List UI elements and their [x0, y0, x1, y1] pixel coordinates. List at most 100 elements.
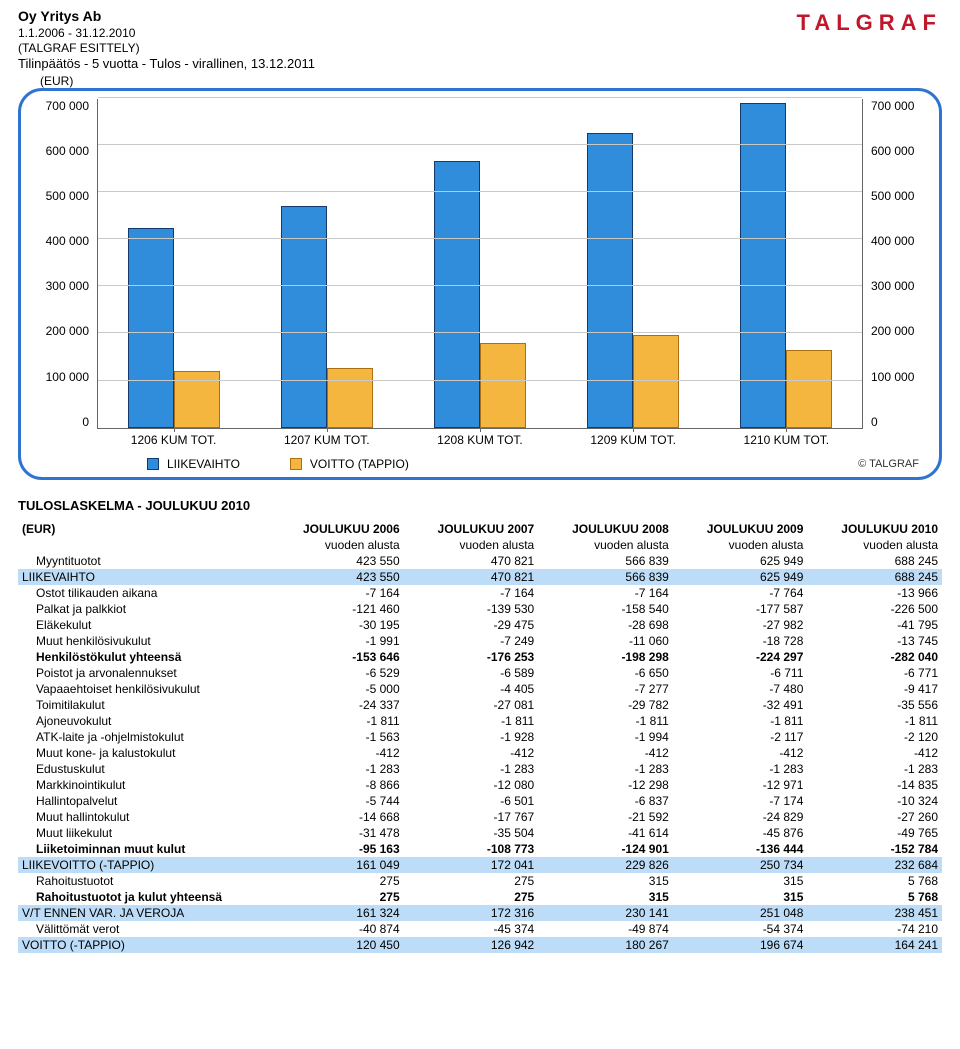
cell-value: -24 337	[269, 697, 404, 713]
cell-value: -45 374	[404, 921, 539, 937]
gridline	[98, 285, 862, 286]
cell-value: -12 080	[404, 777, 539, 793]
row-label: VOITTO (-TAPPIO)	[18, 937, 269, 953]
cell-value: 275	[269, 873, 404, 889]
table-row: Markkinointikulut-8 866-12 080-12 298-12…	[18, 777, 942, 793]
cell-value: 161 324	[269, 905, 404, 921]
y-tick-label: 200 000	[871, 324, 933, 338]
table-row: Henkilöstökulut yhteensä-153 646-176 253…	[18, 649, 942, 665]
cell-value: -176 253	[404, 649, 539, 665]
row-label: V/T ENNEN VAR. JA VEROJA	[18, 905, 269, 921]
y-tick-label: 500 000	[871, 189, 933, 203]
legend-label: LIIKEVAIHTO	[167, 457, 240, 471]
cell-value: -6 711	[673, 665, 808, 681]
x-axis-labels: 1206 KUM TOT.1207 KUM TOT.1208 KUM TOT.1…	[97, 433, 863, 447]
cell-value: 172 316	[404, 905, 539, 921]
row-label: Muut liikekulut	[18, 825, 269, 841]
cell-value: 625 949	[673, 569, 808, 585]
cell-value: -7 174	[673, 793, 808, 809]
talgraf-logo: TALGRAF	[797, 8, 942, 36]
cell-value: -6 529	[269, 665, 404, 681]
cell-value: 229 826	[538, 857, 673, 873]
table-row: Hallintopalvelut-5 744-6 501-6 837-7 174…	[18, 793, 942, 809]
chart-grid: 700 000600 000500 000400 000300 000200 0…	[27, 99, 933, 429]
cell-value: -31 478	[269, 825, 404, 841]
col-subheader: vuoden alusta	[404, 537, 539, 553]
table-row: Palkat ja palkkiot-121 460-139 530-158 5…	[18, 601, 942, 617]
cell-value: -412	[404, 745, 539, 761]
x-tick-label: 1207 KUM TOT.	[258, 433, 396, 447]
cell-value: 161 049	[269, 857, 404, 873]
table-row: Rahoitustuotot2752753153155 768	[18, 873, 942, 889]
cell-value: -7 764	[673, 585, 808, 601]
cell-value: 470 821	[404, 569, 539, 585]
cell-value: 315	[538, 873, 673, 889]
row-label: Muut henkilösivukulut	[18, 633, 269, 649]
cell-value: -32 491	[673, 697, 808, 713]
cell-value: -12 298	[538, 777, 673, 793]
table-row: Välittömät verot-40 874-45 374-49 874-54…	[18, 921, 942, 937]
col-subheader: vuoden alusta	[269, 537, 404, 553]
cell-value: -6 501	[404, 793, 539, 809]
cell-value: -282 040	[807, 649, 942, 665]
table-row: VOITTO (-TAPPIO)120 450126 942180 267196…	[18, 937, 942, 953]
cell-value: -2 120	[807, 729, 942, 745]
row-label: LIIKEVAIHTO	[18, 569, 269, 585]
table-row: Muut liikekulut-31 478-35 504-41 614-45 …	[18, 825, 942, 841]
cell-value: -30 195	[269, 617, 404, 633]
y-tick-label: 300 000	[27, 279, 89, 293]
cell-value: -14 668	[269, 809, 404, 825]
bar-orange	[786, 350, 832, 427]
gridline	[98, 97, 862, 98]
cell-value: -124 901	[538, 841, 673, 857]
cell-value: -49 874	[538, 921, 673, 937]
cell-value: -152 784	[807, 841, 942, 857]
row-label: Palkat ja palkkiot	[18, 601, 269, 617]
cell-value: -10 324	[807, 793, 942, 809]
cell-value: -6 650	[538, 665, 673, 681]
col-subheader: vuoden alusta	[807, 537, 942, 553]
cell-value: -139 530	[404, 601, 539, 617]
cell-value: -1 811	[807, 713, 942, 729]
cell-value: -18 728	[673, 633, 808, 649]
cell-value: 275	[404, 889, 539, 905]
row-label: Markkinointikulut	[18, 777, 269, 793]
cell-value: -1 811	[269, 713, 404, 729]
legend-swatch	[290, 458, 302, 470]
cell-value: -41 614	[538, 825, 673, 841]
cell-value: -1 811	[673, 713, 808, 729]
cell-value: -224 297	[673, 649, 808, 665]
cell-value: 275	[269, 889, 404, 905]
cell-value: 423 550	[269, 569, 404, 585]
y-axis-right: 700 000600 000500 000400 000300 000200 0…	[863, 99, 933, 429]
x-tick-label: 1209 KUM TOT.	[564, 433, 702, 447]
cell-value: 120 450	[269, 937, 404, 953]
cell-value: -1 563	[269, 729, 404, 745]
cell-value: -4 405	[404, 681, 539, 697]
legend: LIIKEVAIHTOVOITTO (TAPPIO) © TALGRAF	[27, 447, 933, 475]
y-tick-label: 700 000	[871, 99, 933, 113]
x-tick-label: 1206 KUM TOT.	[105, 433, 243, 447]
row-label: Toimitilakulut	[18, 697, 269, 713]
cell-value: 315	[673, 889, 808, 905]
y-tick-label: 100 000	[27, 370, 89, 384]
col-header: JOULUKUU 2010	[807, 521, 942, 537]
subtitle-doc: Tilinpäätös - 5 vuotta - Tulos - viralli…	[18, 56, 315, 72]
cell-value: -1 811	[404, 713, 539, 729]
cell-value: -11 060	[538, 633, 673, 649]
currency-note: (EUR)	[40, 74, 942, 88]
page: Oy Yritys Ab 1.1.2006 - 31.12.2010 (TALG…	[0, 0, 960, 971]
cell-value: -29 782	[538, 697, 673, 713]
bars-container	[98, 99, 862, 428]
cell-value: -1 811	[538, 713, 673, 729]
row-label: Ajoneuvokulut	[18, 713, 269, 729]
row-label: Ostot tilikauden aikana	[18, 585, 269, 601]
cell-value: -27 982	[673, 617, 808, 633]
cell-value: 230 141	[538, 905, 673, 921]
cell-value: -1 283	[538, 761, 673, 777]
row-label: Poistot ja arvonalennukset	[18, 665, 269, 681]
cell-value: 566 839	[538, 553, 673, 569]
cell-value: 232 684	[807, 857, 942, 873]
y-tick-label: 0	[871, 415, 933, 429]
cell-value: -7 277	[538, 681, 673, 697]
